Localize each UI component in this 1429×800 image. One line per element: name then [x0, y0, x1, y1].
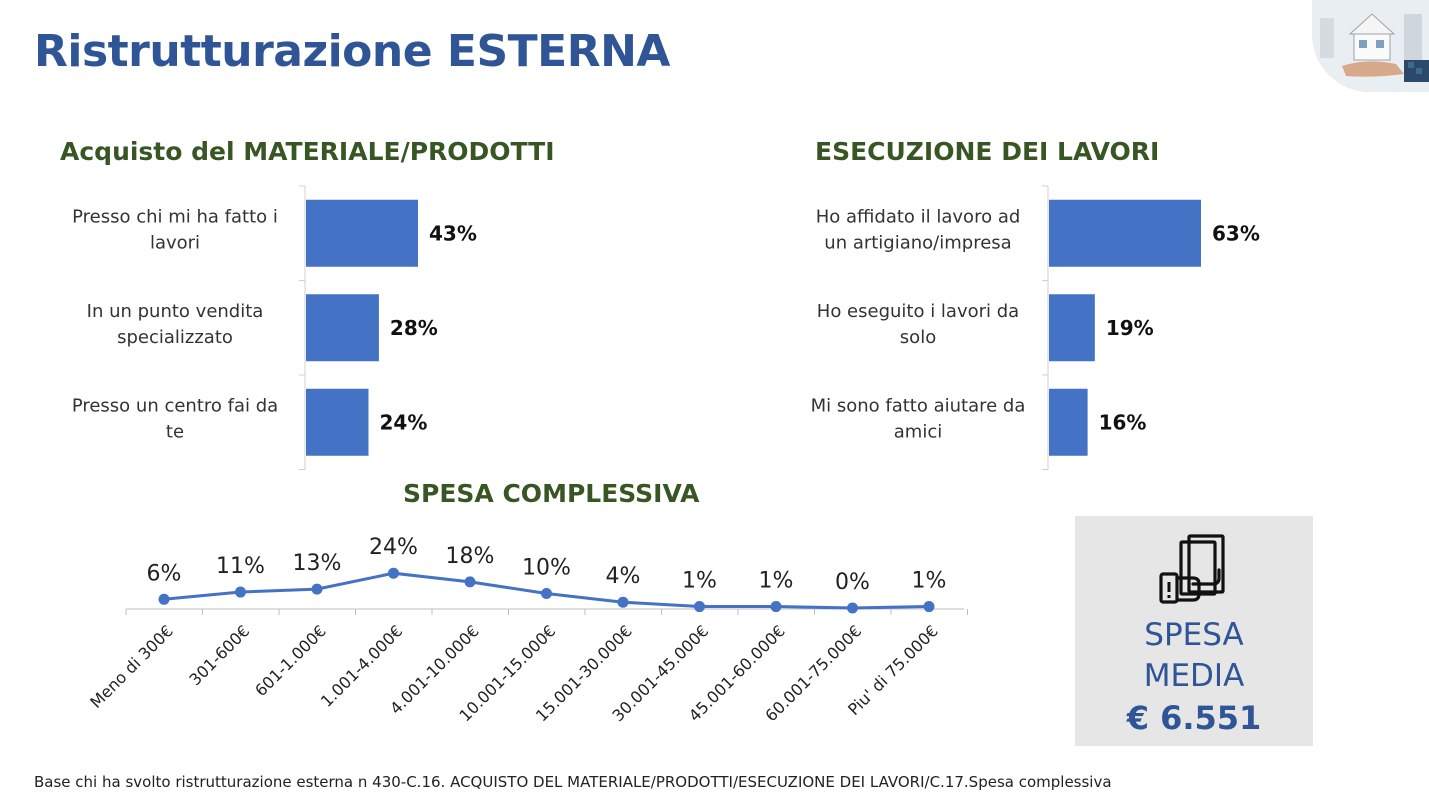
bar-category-label: un artigiano/impresa — [824, 232, 1011, 253]
data-point — [235, 586, 246, 598]
bar — [1049, 199, 1201, 267]
data-value-label: 11% — [216, 554, 265, 579]
bar-category-label: Presso un centro fai da — [72, 395, 278, 416]
bar-category-label: In un punto vendita — [87, 301, 264, 322]
bar-value-label: 24% — [380, 410, 428, 434]
spesa-media-box: SPESA MEDIA € 6.551 — [1075, 516, 1313, 746]
bar-value-label: 19% — [1106, 316, 1154, 340]
data-value-label: 0% — [835, 570, 870, 595]
data-point — [464, 576, 476, 588]
data-point — [847, 602, 858, 614]
spesa-media-value: € 6.551 — [1126, 699, 1262, 737]
data-point — [923, 601, 935, 613]
data-point — [694, 601, 705, 613]
bar — [306, 199, 418, 267]
data-point — [617, 596, 629, 608]
lavori-chart-title: ESECUZIONE DEI LAVORI — [815, 137, 1160, 166]
bar-value-label: 16% — [1099, 410, 1147, 434]
bar-category-label: Presso chi mi ha fatto i — [72, 206, 278, 227]
bar — [306, 294, 379, 362]
bar-category-label: lavori — [150, 232, 200, 253]
data-value-label: 4% — [606, 564, 641, 589]
bar-category-label: Ho affidato il lavoro ad — [816, 206, 1021, 227]
bar-category-label: specializzato — [117, 327, 233, 348]
bar-value-label: 63% — [1212, 221, 1260, 245]
spesa-media-label-line1: SPESA — [1144, 617, 1244, 653]
page-title: Ristrutturazione ESTERNA — [34, 26, 670, 77]
data-value-label: 10% — [522, 556, 571, 581]
house-in-hand-image — [1312, 0, 1429, 92]
bar-category-label: te — [166, 421, 184, 442]
data-point — [311, 583, 323, 595]
bar — [1049, 294, 1095, 362]
data-value-label: 6% — [147, 561, 182, 586]
material-chart-title: Acquisto del MATERIALE/PRODOTTI — [60, 137, 555, 166]
data-value-label: 18% — [446, 544, 495, 569]
bar-value-label: 43% — [429, 221, 477, 245]
spesa-chart-title: SPESA COMPLESSIVA — [403, 479, 700, 508]
bar-category-label: Mi sono fatto aiutare da — [811, 395, 1026, 416]
bar-category-label: amici — [894, 421, 942, 442]
data-point — [770, 601, 782, 613]
x-tick-label: Meno di 300€ — [86, 621, 177, 712]
data-point — [158, 593, 170, 605]
data-value-label: 1% — [759, 569, 794, 594]
data-value-label: 24% — [369, 535, 418, 560]
bar-category-label: solo — [900, 327, 936, 348]
data-value-label: 1% — [912, 569, 947, 594]
house-in-hand-illustration — [1312, 0, 1429, 92]
money-hand-icon — [1159, 534, 1225, 604]
data-point — [541, 588, 552, 599]
bar-value-label: 28% — [390, 316, 438, 340]
data-point — [388, 567, 399, 579]
bar — [306, 388, 369, 456]
x-tick-label: 601-1.000€ — [251, 621, 330, 700]
bar-category-label: Ho eseguito i lavori da — [817, 301, 1019, 322]
spesa-media-label-line2: MEDIA — [1143, 658, 1245, 694]
footnote: Base chi ha svolto ristrutturazione este… — [34, 773, 1112, 791]
data-value-label: 1% — [682, 569, 717, 594]
data-value-label: 13% — [293, 551, 342, 576]
x-tick-label: 301-600€ — [185, 621, 253, 689]
bar — [1049, 388, 1088, 456]
